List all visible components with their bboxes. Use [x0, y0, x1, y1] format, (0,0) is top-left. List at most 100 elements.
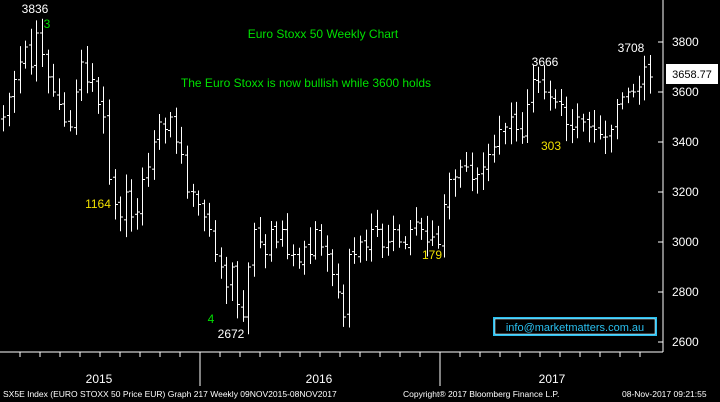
ohlc-bar: [525, 89, 530, 144]
ohlc-bar: [235, 261, 240, 319]
chart-title: Euro Stoxx 50 Weekly Chart: [248, 27, 399, 41]
ohlc-bar: [470, 152, 475, 192]
ohlc-bar: [241, 290, 246, 322]
ohlc-bar: [397, 224, 402, 248]
y-tick-label: 2600: [672, 335, 699, 349]
ohlc-bar: [51, 63, 56, 97]
ohlc-bar: [302, 240, 307, 275]
ohlc-bar: [603, 120, 608, 155]
footer-timestamp: 08-Nov-2017 09:21:55: [622, 389, 707, 399]
ohlc-bar: [486, 143, 491, 182]
ohlc-bar: [319, 224, 324, 256]
ohlc-bar: [85, 46, 90, 94]
ohlc-bar: [124, 174, 129, 238]
ohlc-bar: [74, 79, 79, 135]
ohlc-bar: [341, 284, 346, 327]
y-tick-label: 3600: [672, 85, 699, 99]
ohlc-bar: [364, 229, 369, 261]
ohlc-bars: [1, 18, 653, 335]
annotation-count-3: 3: [44, 17, 51, 31]
ohlc-bar: [313, 221, 318, 260]
ohlc-bar: [207, 202, 212, 237]
ohlc-bar: [57, 78, 62, 111]
ohlc-bar: [548, 80, 553, 111]
annotation-count-4: 4: [208, 312, 215, 326]
ohlc-bar: [436, 225, 441, 249]
ohlc-bar: [514, 101, 519, 142]
chart-subtitle: The Euro Stoxx is now bullish while 3600…: [181, 76, 431, 90]
ohlc-bar: [564, 96, 569, 142]
x-tick-label: 2015: [86, 372, 113, 386]
ohlc-bar: [152, 130, 157, 180]
ohlc-bar: [330, 249, 335, 287]
ohlc-bar: [536, 66, 541, 94]
ohlc-bar: [419, 217, 424, 240]
ohlc-bar: [129, 179, 134, 232]
ohlc-bar: [447, 172, 452, 220]
ohlc-bar: [34, 20, 39, 82]
ohlc-bar: [626, 87, 631, 104]
y-tick-label: 3800: [672, 35, 699, 49]
ohlc-bar: [179, 126, 184, 164]
ohlc-bar: [358, 235, 363, 263]
annotation-3708: 3708: [618, 41, 645, 55]
ohlc-bar: [12, 70, 17, 113]
ohlc-bar: [174, 107, 179, 154]
ohlc-bar: [1, 105, 6, 132]
ohlc-bar: [453, 169, 458, 197]
ohlc-bar: [269, 221, 274, 262]
ohlc-bar: [285, 213, 290, 260]
annotation-3666: 3666: [532, 55, 559, 69]
ohlc-bar: [408, 220, 413, 256]
annotation-1164: 1164: [85, 197, 111, 211]
footer-bar: SX5E Index (EURO STOXX 50 Price EUR) Gra…: [0, 386, 720, 402]
ohlc-bar: [291, 244, 296, 267]
ohlc-bar: [391, 215, 396, 252]
ohlc-bar: [224, 256, 229, 304]
ohlc-bar: [375, 209, 380, 238]
ohlc-bar: [146, 152, 151, 187]
ohlc-bar: [40, 18, 45, 67]
ohlc-bar: [46, 49, 51, 94]
ohlc-bar: [570, 109, 575, 144]
footer-copyright: Copyright® 2017 Bloomberg Finance L.P.: [403, 389, 560, 399]
ohlc-bar: [263, 234, 268, 269]
y-tick-label: 3000: [672, 235, 699, 249]
ohlc-bar: [559, 88, 564, 116]
ohlc-bar: [637, 75, 642, 105]
ohlc-bar: [464, 151, 469, 172]
y-axis-ticks: 2600 2800 3000 3200 3400 3600 3800: [658, 35, 699, 349]
ohlc-bar: [442, 194, 447, 258]
last-price-label: 3658.77: [672, 69, 712, 81]
ohlc-bar: [96, 76, 101, 114]
ohlc-bar: [163, 117, 168, 144]
ohlc-bar: [79, 49, 84, 102]
ohlc-bar: [598, 115, 603, 140]
ohlc-bar: [380, 223, 385, 258]
ohlc-bar: [191, 183, 196, 207]
ohlc-bar: [185, 145, 190, 199]
ohlc-bar: [497, 115, 502, 155]
ohlc-bar: [90, 63, 95, 92]
ohlc-bar: [531, 64, 536, 113]
ohlc-bar: [230, 262, 235, 302]
ohlc-bar: [642, 55, 647, 101]
annotation-2672: 2672: [218, 327, 245, 341]
ohlc-bar: [492, 134, 497, 163]
ohlc-bar: [308, 227, 313, 264]
ohlc-bar: [325, 235, 330, 272]
ohlc-bar: [386, 224, 391, 256]
ohlc-bar: [615, 98, 620, 140]
ohlc-bar: [23, 40, 28, 69]
ohlc-bar: [620, 92, 625, 110]
ohlc-bar: [213, 220, 218, 263]
ohlc-bar: [609, 124, 614, 153]
ohlc-bar: [587, 111, 592, 143]
x-axis-ticks: 2015 2016 2017: [19, 352, 641, 386]
ohlc-bar: [252, 222, 257, 277]
ohlc-bar: [140, 167, 145, 226]
ohlc-bar: [481, 152, 486, 190]
footer-left: SX5E Index (EURO STOXX 50 Price EUR) Gra…: [3, 389, 337, 399]
website-link[interactable]: info@marketmatters.com.au: [506, 322, 644, 334]
ohlc-bar: [168, 112, 173, 138]
